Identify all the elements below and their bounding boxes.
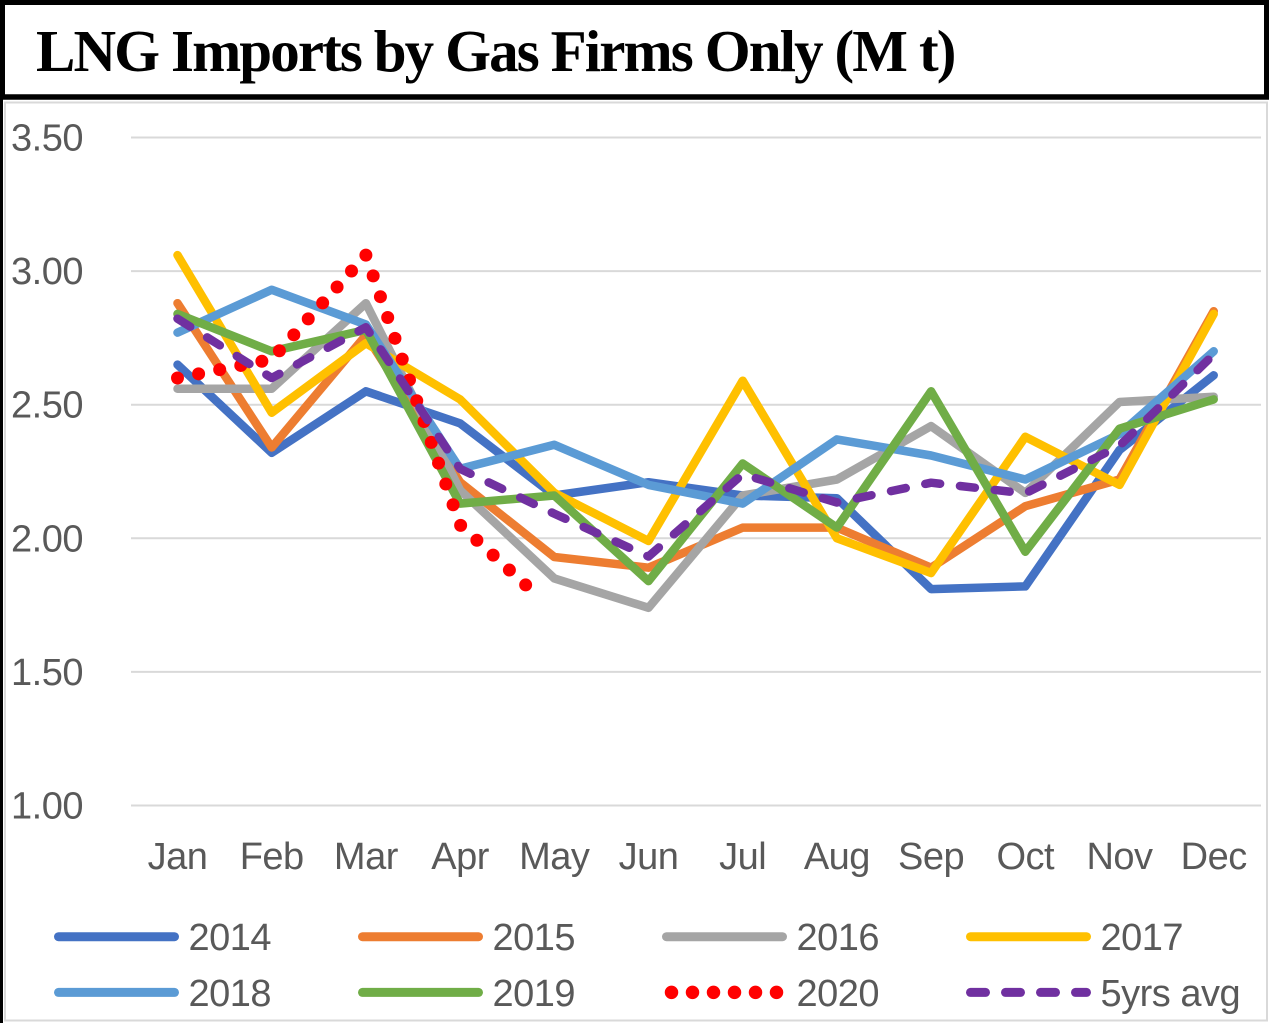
svg-text:3.00: 3.00 [11, 251, 83, 293]
svg-text:Jun: Jun [619, 836, 679, 878]
svg-text:Nov: Nov [1086, 836, 1153, 878]
svg-text:Sep: Sep [898, 836, 964, 878]
svg-text:3.50: 3.50 [11, 118, 83, 160]
svg-text:2019: 2019 [493, 973, 576, 1015]
svg-text:1.00: 1.00 [11, 786, 83, 828]
svg-text:Mar: Mar [334, 836, 399, 878]
svg-text:Dec: Dec [1181, 836, 1247, 878]
svg-text:2016: 2016 [797, 917, 880, 959]
svg-text:1.50: 1.50 [11, 652, 83, 694]
svg-text:LNG Imports by Gas Firms Only: LNG Imports by Gas Firms Only (M t) [36, 18, 955, 84]
svg-text:2015: 2015 [493, 917, 576, 959]
svg-text:Feb: Feb [240, 836, 304, 878]
svg-text:2.00: 2.00 [11, 518, 83, 560]
svg-text:2018: 2018 [189, 973, 272, 1015]
svg-text:May: May [519, 836, 590, 878]
svg-text:Apr: Apr [431, 836, 489, 878]
svg-text:2.50: 2.50 [11, 385, 83, 427]
svg-text:Jul: Jul [719, 836, 766, 878]
svg-text:5yrs avg: 5yrs avg [1101, 973, 1241, 1015]
svg-text:Oct: Oct [996, 836, 1055, 878]
svg-text:Jan: Jan [148, 836, 208, 878]
svg-text:2014: 2014 [189, 917, 272, 959]
svg-text:2020: 2020 [797, 973, 880, 1015]
svg-text:2017: 2017 [1101, 917, 1184, 959]
svg-text:Aug: Aug [804, 836, 870, 878]
